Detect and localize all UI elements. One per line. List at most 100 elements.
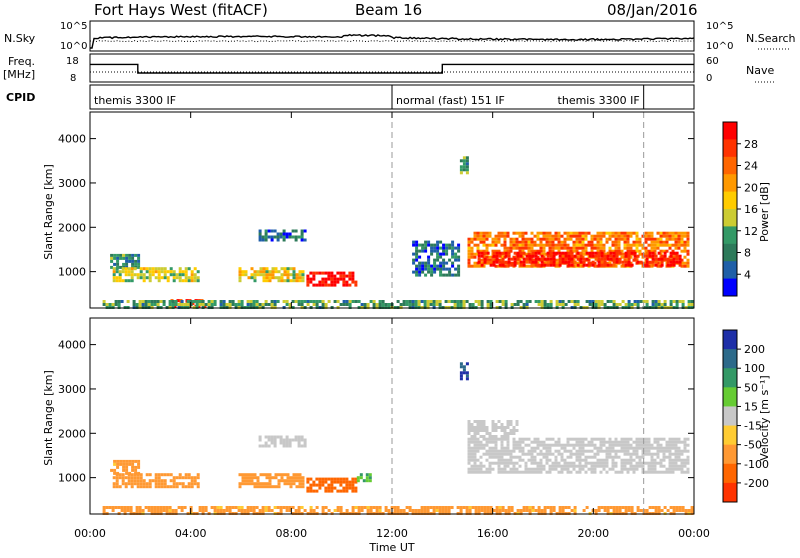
data-cell — [171, 303, 175, 306]
data-cell — [405, 303, 409, 306]
data-cell — [567, 257, 571, 261]
data-cell — [665, 249, 669, 253]
data-cell — [513, 303, 517, 306]
data-cell — [491, 435, 495, 438]
data-cell — [557, 443, 561, 447]
data-cell — [250, 476, 254, 480]
data-cell — [301, 270, 305, 274]
data-cell — [111, 506, 115, 509]
data-cell — [198, 303, 202, 306]
data-cell — [330, 480, 334, 484]
data-cell — [551, 443, 555, 447]
data-cell — [219, 303, 223, 306]
data-cell — [418, 255, 422, 259]
data-cell — [554, 458, 558, 462]
data-cell — [494, 234, 498, 238]
data-cell — [345, 280, 349, 284]
data-cell — [665, 240, 669, 244]
data-cell — [533, 243, 537, 247]
data-cell — [477, 300, 481, 303]
data-cell — [683, 243, 687, 247]
data-cell — [181, 476, 185, 480]
data-cell — [596, 449, 600, 453]
data-cell — [521, 231, 525, 235]
data-cell — [131, 465, 135, 469]
data-cell — [624, 303, 628, 306]
data-cell — [542, 252, 546, 256]
velocity-region — [112, 473, 200, 489]
data-cell — [489, 509, 493, 512]
data-cell — [627, 257, 631, 261]
data-cell — [282, 506, 286, 509]
data-cell — [210, 303, 214, 306]
data-cell — [262, 270, 266, 274]
data-cell — [131, 256, 135, 260]
data-cell — [429, 300, 433, 303]
data-cell — [121, 270, 125, 274]
data-cell — [603, 509, 607, 512]
data-cell — [575, 234, 579, 238]
data-cell — [113, 468, 117, 472]
data-cell — [213, 300, 217, 303]
data-cell — [524, 437, 528, 441]
data-cell — [612, 303, 616, 306]
data-cell — [279, 235, 283, 239]
data-cell — [147, 300, 151, 303]
data-cell — [503, 467, 507, 471]
data-cell — [659, 470, 663, 474]
data-cell — [138, 509, 142, 512]
data-cell — [524, 252, 528, 256]
data-cell — [512, 240, 516, 244]
data-cell — [590, 467, 594, 471]
data-cell — [288, 303, 292, 306]
data-cell — [548, 449, 552, 453]
data-cell — [238, 276, 242, 280]
data-cell — [626, 449, 630, 453]
data-cell — [578, 458, 582, 462]
data-cell — [488, 446, 492, 450]
data-cell — [315, 489, 319, 493]
data-cell — [522, 263, 526, 267]
data-cell — [491, 437, 495, 441]
data-cell — [494, 440, 498, 444]
data-cell — [506, 432, 510, 435]
data-cell — [533, 455, 537, 459]
data-cell — [530, 467, 534, 471]
data-cell — [686, 240, 690, 244]
data-cell — [648, 254, 652, 258]
data-cell — [594, 257, 598, 261]
data-cell — [575, 452, 579, 456]
data-cell — [581, 255, 585, 259]
data-cell — [345, 283, 349, 287]
data-cell — [626, 237, 630, 241]
data-cell — [318, 300, 322, 303]
data-cell — [647, 231, 651, 235]
data-cell — [620, 449, 624, 453]
data-cell — [546, 260, 550, 264]
data-cell — [519, 300, 523, 303]
data-cell — [557, 234, 561, 238]
data-cell — [581, 452, 585, 456]
data-cell — [584, 237, 588, 241]
data-cell — [515, 237, 519, 241]
data-cell — [638, 249, 642, 253]
data-cell — [527, 264, 531, 268]
data-cell — [144, 303, 148, 306]
data-cell — [163, 267, 167, 271]
data-cell — [620, 231, 624, 235]
y-tick-label: 1000 — [58, 266, 86, 279]
data-cell — [519, 509, 523, 512]
data-cell — [210, 300, 214, 303]
data-cell — [144, 300, 148, 303]
data-cell — [656, 261, 660, 265]
data-cell — [497, 461, 501, 465]
data-cell — [494, 429, 498, 432]
data-cell — [566, 249, 570, 253]
data-cell — [524, 467, 528, 471]
data-cell — [623, 231, 627, 235]
data-cell — [465, 300, 469, 303]
data-cell — [423, 300, 427, 303]
data-cell — [524, 452, 528, 456]
data-cell — [315, 303, 319, 306]
data-cell — [479, 470, 483, 474]
